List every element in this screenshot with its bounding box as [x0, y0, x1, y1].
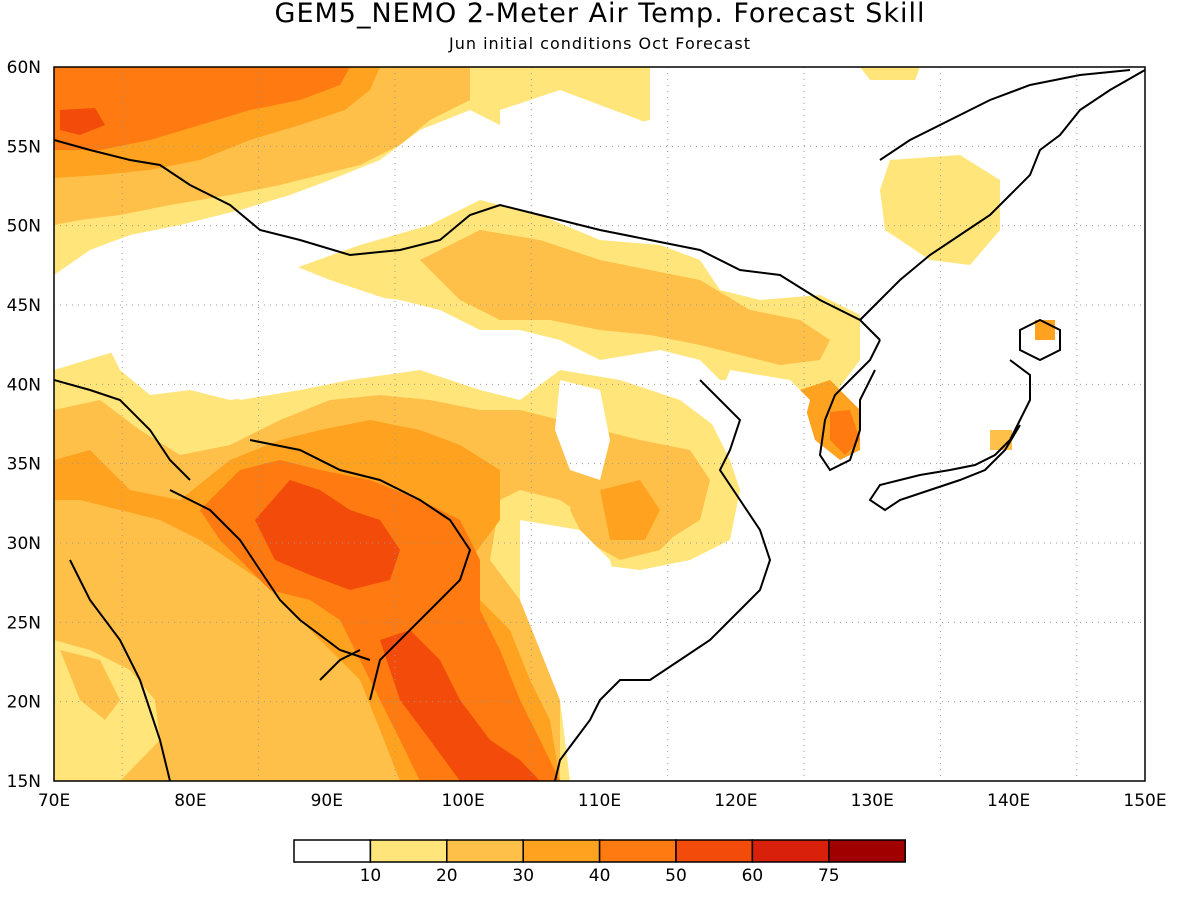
map-frame: [53, 66, 1146, 782]
lon-label: 100E: [442, 791, 485, 811]
lon-label: 70E: [38, 791, 70, 811]
map-title: GEM5_NEMO 2-Meter Air Temp. Forecast Ski…: [274, 0, 926, 29]
colorbar-swatch: [293, 839, 372, 863]
colorbar-swatch: [828, 839, 906, 863]
colorbar-label: 10: [360, 866, 382, 886]
colorbar-swatch: [522, 839, 601, 863]
colorbar-swatch: [446, 839, 524, 863]
skill-fill-layer: [54, 67, 1055, 781]
lon-label: 110E: [578, 791, 621, 811]
longitude-labels: 70E 80E 90E 100E 110E 120E 130E 140E 150E: [38, 791, 1167, 811]
lon-label: 130E: [851, 791, 894, 811]
colorbar-label: 40: [589, 866, 611, 886]
lon-label: 140E: [987, 791, 1030, 811]
lon-label: 90E: [311, 791, 343, 811]
lon-label: 120E: [714, 791, 757, 811]
colorbar-swatch: [751, 839, 830, 863]
latitude-labels: 60N 55N 50N 45N 40N 35N 30N 25N 20N 15N: [7, 58, 41, 792]
colorbar-swatch: [369, 839, 448, 863]
lat-label: 55N: [7, 137, 41, 157]
colorbar-label: 30: [512, 866, 534, 886]
lat-label: 25N: [7, 613, 41, 633]
colorbar-label: 60: [742, 866, 764, 886]
lat-label: 60N: [7, 58, 41, 78]
colorbar-label: 50: [665, 866, 687, 886]
lat-label: 20N: [7, 693, 41, 713]
colorbar-swatch: [598, 839, 677, 863]
colorbar: 10 20 30 40 50 60 75: [293, 839, 906, 886]
lat-label: 50N: [7, 217, 41, 237]
lat-label: 35N: [7, 455, 41, 475]
colorbar-swatch: [675, 839, 754, 863]
lon-label: 150E: [1123, 791, 1166, 811]
lat-label: 15N: [7, 772, 41, 792]
lat-label: 45N: [7, 296, 41, 316]
lon-label: 80E: [174, 791, 206, 811]
lat-label: 30N: [7, 534, 41, 554]
colorbar-label: 75: [818, 866, 840, 886]
coastlines: [54, 69, 1145, 781]
map-subtitle: Jun initial conditions Oct Forecast: [448, 34, 752, 53]
graticule: [54, 67, 1145, 781]
colorbar-label: 20: [436, 866, 458, 886]
lat-label: 40N: [7, 375, 41, 395]
